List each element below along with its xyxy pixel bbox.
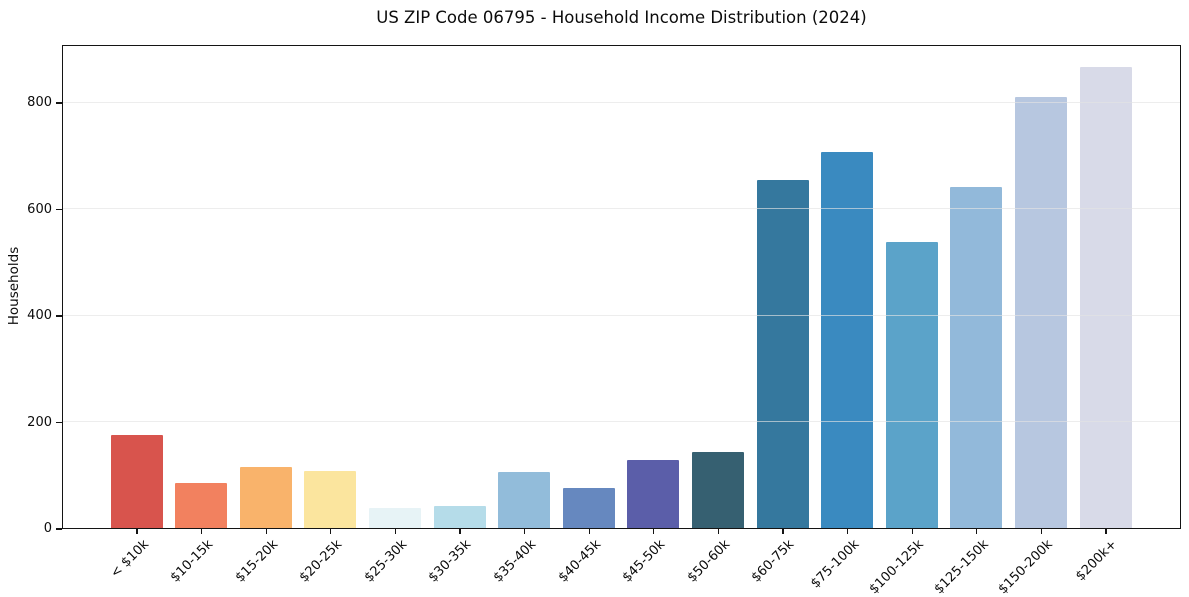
y-tick-label-400: 400 <box>27 308 52 324</box>
x-tick-mark-13 <box>976 529 978 534</box>
x-tick-mark-10 <box>782 529 784 534</box>
bar--40-45k <box>562 487 615 528</box>
gridline-y-800 <box>63 101 1180 103</box>
bar--20-25k <box>304 471 357 528</box>
x-tick-mark-5 <box>459 529 461 534</box>
y-tick-mark-600 <box>56 208 62 211</box>
x-tick-mark-14 <box>1040 529 1043 534</box>
y-tick-mark-200 <box>56 421 62 424</box>
bar--60-75k <box>756 179 809 528</box>
x-tick-mark-0 <box>136 529 138 534</box>
x-tick-mark-3 <box>330 529 332 534</box>
x-tick-label-8: $45-50k <box>619 537 669 586</box>
bar--25-30k <box>369 507 421 528</box>
bar--100-125k <box>885 242 938 528</box>
x-tick-label-7: $40-45k <box>555 537 604 586</box>
x-tick-label-15: $200k+ <box>1073 537 1121 585</box>
x-tick-label-6: $35-40k <box>490 537 540 586</box>
y-tick-mark-0 <box>56 528 62 530</box>
bar--10k <box>110 434 163 528</box>
gridline-y-600 <box>63 208 1180 210</box>
chart-title: US ZIP Code 06795 - Household Income Dis… <box>376 8 867 27</box>
x-tick-mark-15 <box>1105 529 1107 534</box>
x-tick-label-12: $100-125k <box>866 537 927 597</box>
y-tick-label-0: 0 <box>43 521 52 536</box>
bar--15-20k <box>239 467 292 528</box>
x-tick-mark-9 <box>717 529 720 534</box>
y-tick-label-600: 600 <box>27 201 52 217</box>
x-tick-mark-6 <box>523 529 526 534</box>
x-tick-label-3: $20-25k <box>296 537 346 586</box>
plot-area <box>62 45 1181 529</box>
x-tick-label-13: $125-150k <box>931 537 992 597</box>
bar--125-150k <box>950 187 1003 528</box>
bar--10-15k <box>175 482 228 528</box>
gridline-y-400 <box>63 314 1180 316</box>
x-tick-mark-1 <box>200 529 203 534</box>
y-tick-mark-400 <box>56 315 62 317</box>
y-tick-label-200: 200 <box>27 414 52 430</box>
x-tick-label-1: $10-15k <box>167 537 217 586</box>
bar--45-50k <box>627 459 680 528</box>
y-tick-label-800: 800 <box>27 95 52 111</box>
bar--150-200k <box>1015 96 1067 528</box>
bar--75-100k <box>821 151 874 528</box>
y-tick-mark-800 <box>56 102 62 104</box>
x-tick-label-9: $50-60k <box>684 537 734 586</box>
gridline-y-200 <box>63 421 1180 423</box>
bar--50-60k <box>692 451 744 528</box>
x-tick-mark-11 <box>846 529 849 534</box>
bar--200k+ <box>1079 66 1132 528</box>
x-tick-mark-2 <box>265 529 267 534</box>
x-tick-label-10: $60-75k <box>749 537 798 586</box>
bar--35-40k <box>498 472 551 528</box>
x-tick-label-4: $25-30k <box>361 537 411 586</box>
x-tick-mark-8 <box>653 529 655 534</box>
x-tick-label-14: $150-200k <box>995 537 1057 597</box>
bar--30-35k <box>433 506 486 528</box>
x-tick-label-5: $30-35k <box>426 537 475 586</box>
x-tick-mark-4 <box>394 529 397 534</box>
x-tick-mark-7 <box>588 529 590 534</box>
x-tick-label-2: $15-20k <box>232 537 281 586</box>
x-tick-label-11: $75-100k <box>807 537 863 592</box>
x-tick-label-0: < $10k <box>107 537 152 582</box>
x-tick-mark-12 <box>911 529 913 534</box>
